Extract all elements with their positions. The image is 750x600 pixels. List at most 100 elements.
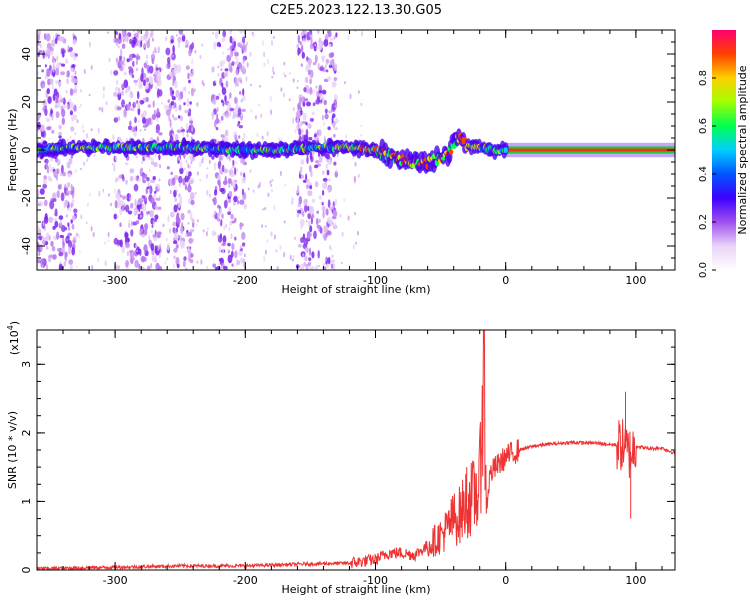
noise-mark	[239, 199, 245, 205]
noise-mark	[309, 247, 311, 256]
noise-mark	[173, 263, 176, 269]
noise-mark	[232, 179, 236, 188]
noise-mark	[149, 168, 151, 173]
colorbar-tick-label: 0.8	[698, 70, 709, 86]
noise-mark	[232, 115, 234, 120]
noise-mark	[303, 198, 308, 206]
noise-mark	[64, 184, 67, 189]
noise-mark	[78, 250, 81, 253]
noise-mark	[305, 121, 308, 126]
noise-mark	[173, 240, 178, 245]
noise-mark	[104, 241, 107, 245]
noise-mark	[46, 68, 51, 77]
noise-mark	[218, 92, 221, 97]
noise-mark	[323, 99, 328, 106]
noise-mark	[317, 265, 320, 268]
noise-mark	[130, 202, 134, 209]
noise-mark	[187, 209, 192, 214]
noise-mark	[242, 57, 245, 63]
noise-mark	[303, 87, 307, 93]
noise-mark	[360, 102, 363, 107]
noise-mark	[334, 82, 337, 86]
noise-mark	[307, 190, 313, 197]
noise-mark	[172, 114, 175, 118]
noise-mark	[140, 35, 146, 42]
noise-mark	[120, 90, 125, 96]
noise-mark	[121, 99, 126, 108]
noise-mark	[273, 234, 276, 240]
noise-mark	[138, 206, 141, 213]
snr-line	[37, 330, 675, 570]
noise-mark	[52, 225, 56, 230]
noise-mark	[283, 61, 286, 66]
noise-mark	[327, 76, 332, 81]
noise-mark	[53, 60, 56, 66]
noise-mark	[357, 90, 360, 94]
noise-mark	[307, 182, 312, 186]
noise-mark	[112, 134, 115, 140]
noise-mark	[46, 235, 49, 242]
noise-mark	[114, 156, 117, 161]
noise-mark	[325, 163, 329, 169]
noise-mark	[305, 179, 310, 183]
x-tick-label: -300	[103, 274, 128, 287]
y-tick-label: 40	[20, 47, 33, 61]
noise-mark	[289, 254, 292, 260]
noise-mark	[298, 120, 302, 129]
noise-mark	[357, 173, 360, 178]
noise-mark	[167, 215, 170, 223]
noise-mark	[71, 64, 76, 68]
noise-mark	[58, 81, 62, 87]
noise-mark	[276, 266, 279, 270]
noise-mark	[309, 266, 314, 270]
noise-mark	[157, 186, 160, 191]
noise-mark	[125, 89, 128, 94]
noise-mark	[241, 231, 246, 240]
noise-mark	[183, 102, 186, 106]
noise-mark	[73, 192, 76, 197]
noise-mark	[182, 260, 186, 268]
noise-mark	[49, 157, 54, 162]
noise-mark	[193, 88, 196, 92]
noise-mark	[316, 210, 320, 214]
noise-mark	[179, 160, 183, 169]
noise-mark	[192, 238, 194, 242]
noise-mark	[118, 33, 122, 40]
noise-mark	[323, 121, 326, 126]
noise-mark	[135, 243, 138, 249]
noise-mark	[317, 30, 320, 34]
noise-mark	[261, 224, 264, 228]
noise-mark	[137, 178, 142, 182]
noise-mark	[278, 137, 281, 142]
noise-mark	[310, 36, 313, 45]
noise-mark	[78, 106, 81, 109]
noise-mark	[227, 196, 231, 200]
noise-mark	[296, 118, 299, 124]
noise-mark	[65, 214, 69, 218]
noise-mark	[143, 42, 146, 49]
noise-mark	[206, 189, 209, 196]
noise-mark	[74, 132, 77, 135]
noise-mark	[187, 185, 192, 193]
noise-mark	[48, 235, 51, 241]
noise-mark	[135, 125, 138, 132]
noise-mark	[184, 86, 187, 92]
noise-mark	[144, 173, 148, 179]
noise-mark	[172, 54, 174, 58]
noise-mark	[150, 229, 153, 234]
noise-mark	[151, 119, 154, 124]
noise-mark	[326, 59, 329, 66]
noise-mark	[60, 63, 66, 67]
noise-mark	[266, 59, 269, 65]
noise-mark	[299, 263, 305, 270]
noise-mark	[43, 237, 46, 244]
noise-mark	[187, 245, 190, 250]
noise-mark	[83, 161, 86, 166]
noise-mark	[222, 180, 228, 186]
noise-mark	[148, 37, 151, 43]
noise-mark	[208, 193, 211, 198]
noise-mark	[333, 94, 338, 101]
noise-mark	[68, 157, 73, 165]
noise-mark	[124, 162, 129, 166]
noise-mark	[190, 92, 193, 96]
